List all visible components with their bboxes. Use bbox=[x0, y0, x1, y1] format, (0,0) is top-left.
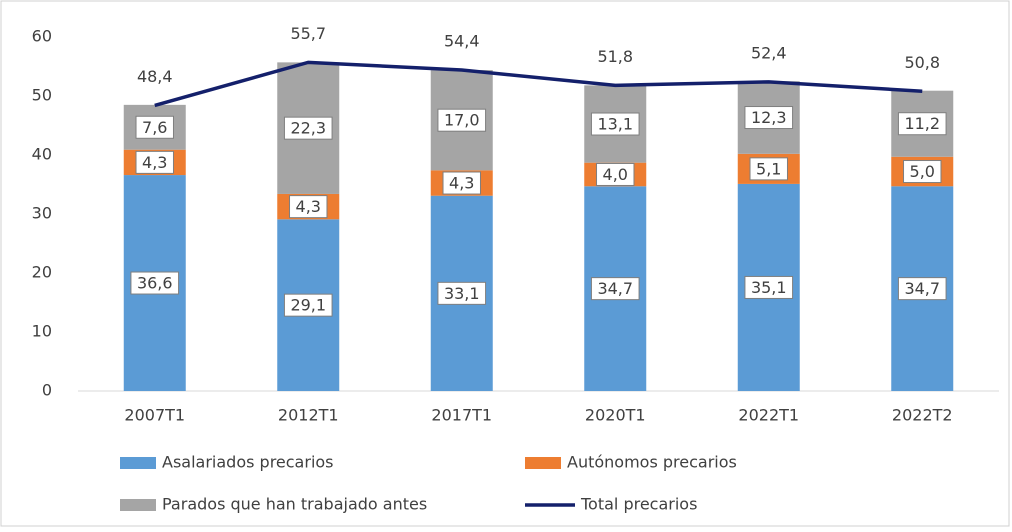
y-tick-label: 50 bbox=[32, 86, 52, 105]
x-tick-label: 2022T2 bbox=[892, 406, 953, 425]
value-label: 34,7 bbox=[904, 279, 940, 298]
label-box bbox=[283, 116, 333, 140]
label-box bbox=[135, 115, 174, 139]
value-label: 13,1 bbox=[597, 115, 633, 134]
y-tick-label: 30 bbox=[32, 204, 52, 223]
value-label: 4,0 bbox=[603, 165, 628, 184]
label-box bbox=[590, 277, 640, 301]
y-tick-label: 10 bbox=[32, 322, 52, 341]
legend-label: Total precarios bbox=[580, 495, 697, 514]
label-box bbox=[897, 277, 947, 301]
value-label: 5,0 bbox=[910, 162, 935, 181]
label-box bbox=[437, 108, 487, 132]
label-box bbox=[749, 157, 788, 181]
line bbox=[154, 60, 923, 108]
value-label: 22,3 bbox=[290, 119, 326, 138]
label-box bbox=[437, 281, 487, 305]
value-label: 51,8 bbox=[597, 47, 633, 66]
y-tick-label: 40 bbox=[32, 145, 52, 164]
label-box bbox=[283, 293, 333, 317]
label-box bbox=[442, 171, 481, 195]
legend-label: Parados que han trabajado antes bbox=[162, 495, 427, 514]
label-box bbox=[903, 160, 942, 184]
value-label: 35,1 bbox=[751, 278, 787, 297]
x-tick-label: 2017T1 bbox=[431, 406, 492, 425]
label-box bbox=[897, 112, 947, 136]
legend-swatch bbox=[525, 457, 561, 469]
value-label: 34,7 bbox=[597, 279, 633, 298]
y-tick-label: 20 bbox=[32, 263, 52, 282]
label-box bbox=[744, 275, 794, 299]
x-tick-label: 2022T1 bbox=[738, 406, 799, 425]
y-tick-label: 60 bbox=[32, 27, 52, 46]
value-label: 4,3 bbox=[296, 197, 321, 216]
label-box bbox=[135, 150, 174, 174]
value-label: 33,1 bbox=[444, 284, 480, 303]
label-box bbox=[590, 112, 640, 136]
value-label: 55,7 bbox=[290, 24, 326, 43]
value-label: 11,2 bbox=[904, 114, 940, 133]
legend-swatch bbox=[120, 499, 156, 511]
legend-label: Autónomos precarios bbox=[567, 453, 737, 472]
legend-swatch bbox=[120, 457, 156, 469]
value-label: 50,8 bbox=[904, 53, 940, 72]
label-box bbox=[289, 195, 328, 219]
value-label: 17,0 bbox=[444, 111, 480, 130]
legend-label: Asalariados precarios bbox=[162, 453, 334, 472]
label-box bbox=[744, 106, 794, 130]
value-label: 5,1 bbox=[756, 159, 781, 178]
value-label: 36,6 bbox=[137, 274, 173, 293]
value-label: 54,4 bbox=[444, 32, 480, 51]
label-box bbox=[130, 271, 180, 295]
value-label: 52,4 bbox=[751, 43, 787, 62]
value-label: 48,4 bbox=[137, 67, 173, 86]
x-tick-label: 2020T1 bbox=[585, 406, 646, 425]
value-label: 4,3 bbox=[449, 174, 474, 193]
x-tick-label: 2007T1 bbox=[124, 406, 185, 425]
y-tick-label: 0 bbox=[42, 381, 52, 400]
value-label: 7,6 bbox=[142, 118, 167, 137]
value-label: 29,1 bbox=[290, 296, 326, 315]
label-box bbox=[596, 162, 635, 186]
x-tick-label: 2012T1 bbox=[278, 406, 339, 425]
value-label: 4,3 bbox=[142, 153, 167, 172]
value-label: 12,3 bbox=[751, 108, 787, 127]
